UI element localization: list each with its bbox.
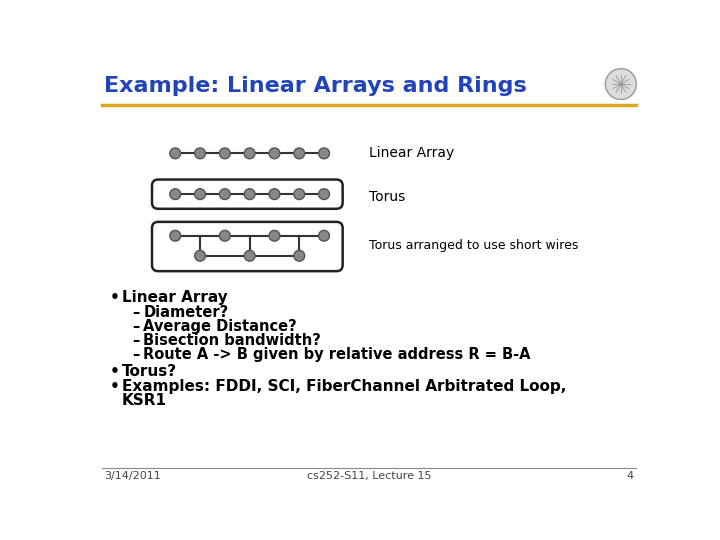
Text: Torus arranged to use short wires: Torus arranged to use short wires (369, 239, 578, 252)
Text: Torus?: Torus? (122, 363, 177, 379)
Circle shape (170, 189, 181, 200)
Circle shape (269, 231, 280, 241)
Text: Average Distance?: Average Distance? (143, 319, 297, 334)
Circle shape (269, 189, 280, 200)
Circle shape (606, 69, 636, 99)
Circle shape (194, 251, 205, 261)
Text: 4: 4 (627, 470, 634, 481)
Text: Torus: Torus (369, 190, 405, 204)
Circle shape (244, 148, 255, 159)
Text: cs252-S11, Lecture 15: cs252-S11, Lecture 15 (307, 470, 431, 481)
Text: •: • (109, 379, 120, 394)
Circle shape (170, 231, 181, 241)
Circle shape (294, 189, 305, 200)
Text: –: – (132, 333, 140, 348)
Text: –: – (132, 319, 140, 334)
Text: Diameter?: Diameter? (143, 305, 229, 320)
Text: •: • (109, 289, 120, 305)
Circle shape (319, 148, 330, 159)
Circle shape (220, 231, 230, 241)
Circle shape (194, 189, 205, 200)
Circle shape (294, 148, 305, 159)
Circle shape (220, 189, 230, 200)
Text: Example: Linear Arrays and Rings: Example: Linear Arrays and Rings (104, 76, 527, 96)
Circle shape (170, 148, 181, 159)
Circle shape (244, 251, 255, 261)
Circle shape (244, 189, 255, 200)
Circle shape (294, 251, 305, 261)
Text: –: – (132, 347, 140, 362)
Text: –: – (132, 305, 140, 320)
Text: Linear Array: Linear Array (369, 146, 454, 160)
Text: 3/14/2011: 3/14/2011 (104, 470, 161, 481)
Circle shape (319, 231, 330, 241)
Text: KSR1: KSR1 (122, 393, 167, 408)
Text: Linear Array: Linear Array (122, 289, 228, 305)
Circle shape (269, 148, 280, 159)
Circle shape (194, 148, 205, 159)
Text: Route A -> B given by relative address R = B-A: Route A -> B given by relative address R… (143, 347, 531, 362)
Text: Bisection bandwidth?: Bisection bandwidth? (143, 333, 321, 348)
Text: Examples: FDDI, SCI, FiberChannel Arbitrated Loop,: Examples: FDDI, SCI, FiberChannel Arbitr… (122, 379, 566, 394)
Circle shape (319, 189, 330, 200)
Circle shape (220, 148, 230, 159)
Text: •: • (109, 363, 120, 379)
